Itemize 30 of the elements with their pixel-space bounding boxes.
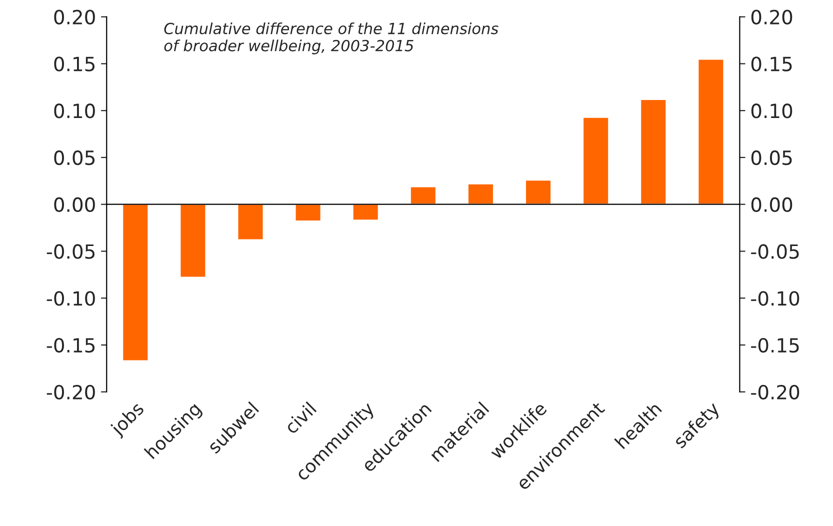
- bar: [697, 58, 725, 206]
- bar: [352, 204, 380, 221]
- y2-tick-label: -0.05: [751, 244, 799, 259]
- y-tick-label: -0.15: [46, 338, 95, 353]
- text: Cumulative difference of the 11 dimensions of broader wellbeing, 2003-2015: [164, 22, 498, 54]
- y2-tick-label: 0.00: [751, 197, 792, 212]
- y2-tick-label: 0.05: [751, 150, 792, 166]
- y-tick-label: 0.15: [54, 56, 95, 72]
- bar: [179, 204, 207, 278]
- y2-tick-label: 0.15: [751, 56, 792, 72]
- bar: [294, 204, 322, 222]
- y-tick-label: -0.20: [46, 384, 95, 400]
- y-tick-label: -0.10: [46, 291, 95, 306]
- bar: [582, 116, 610, 206]
- y-tick-label: 0.10: [54, 104, 95, 118]
- y2-tick-label: -0.15: [751, 338, 799, 353]
- bar: [410, 186, 437, 206]
- y-tick-label: 0.00: [54, 197, 95, 212]
- y-tick-label: 0.05: [54, 150, 95, 166]
- bar: [122, 204, 150, 362]
- y-tick-label: -0.05: [46, 244, 95, 259]
- y2-tick-label: -0.10: [751, 291, 800, 306]
- y-tick-label: 0.20: [54, 10, 95, 24]
- y2-tick-label: 0.20: [751, 10, 792, 24]
- y2-tick-label: -0.20: [751, 384, 800, 400]
- bar: [236, 204, 264, 241]
- bar: [640, 98, 668, 206]
- y2-tick-label: 0.10: [751, 104, 792, 118]
- bar: [524, 179, 552, 206]
- bar: [467, 183, 494, 206]
